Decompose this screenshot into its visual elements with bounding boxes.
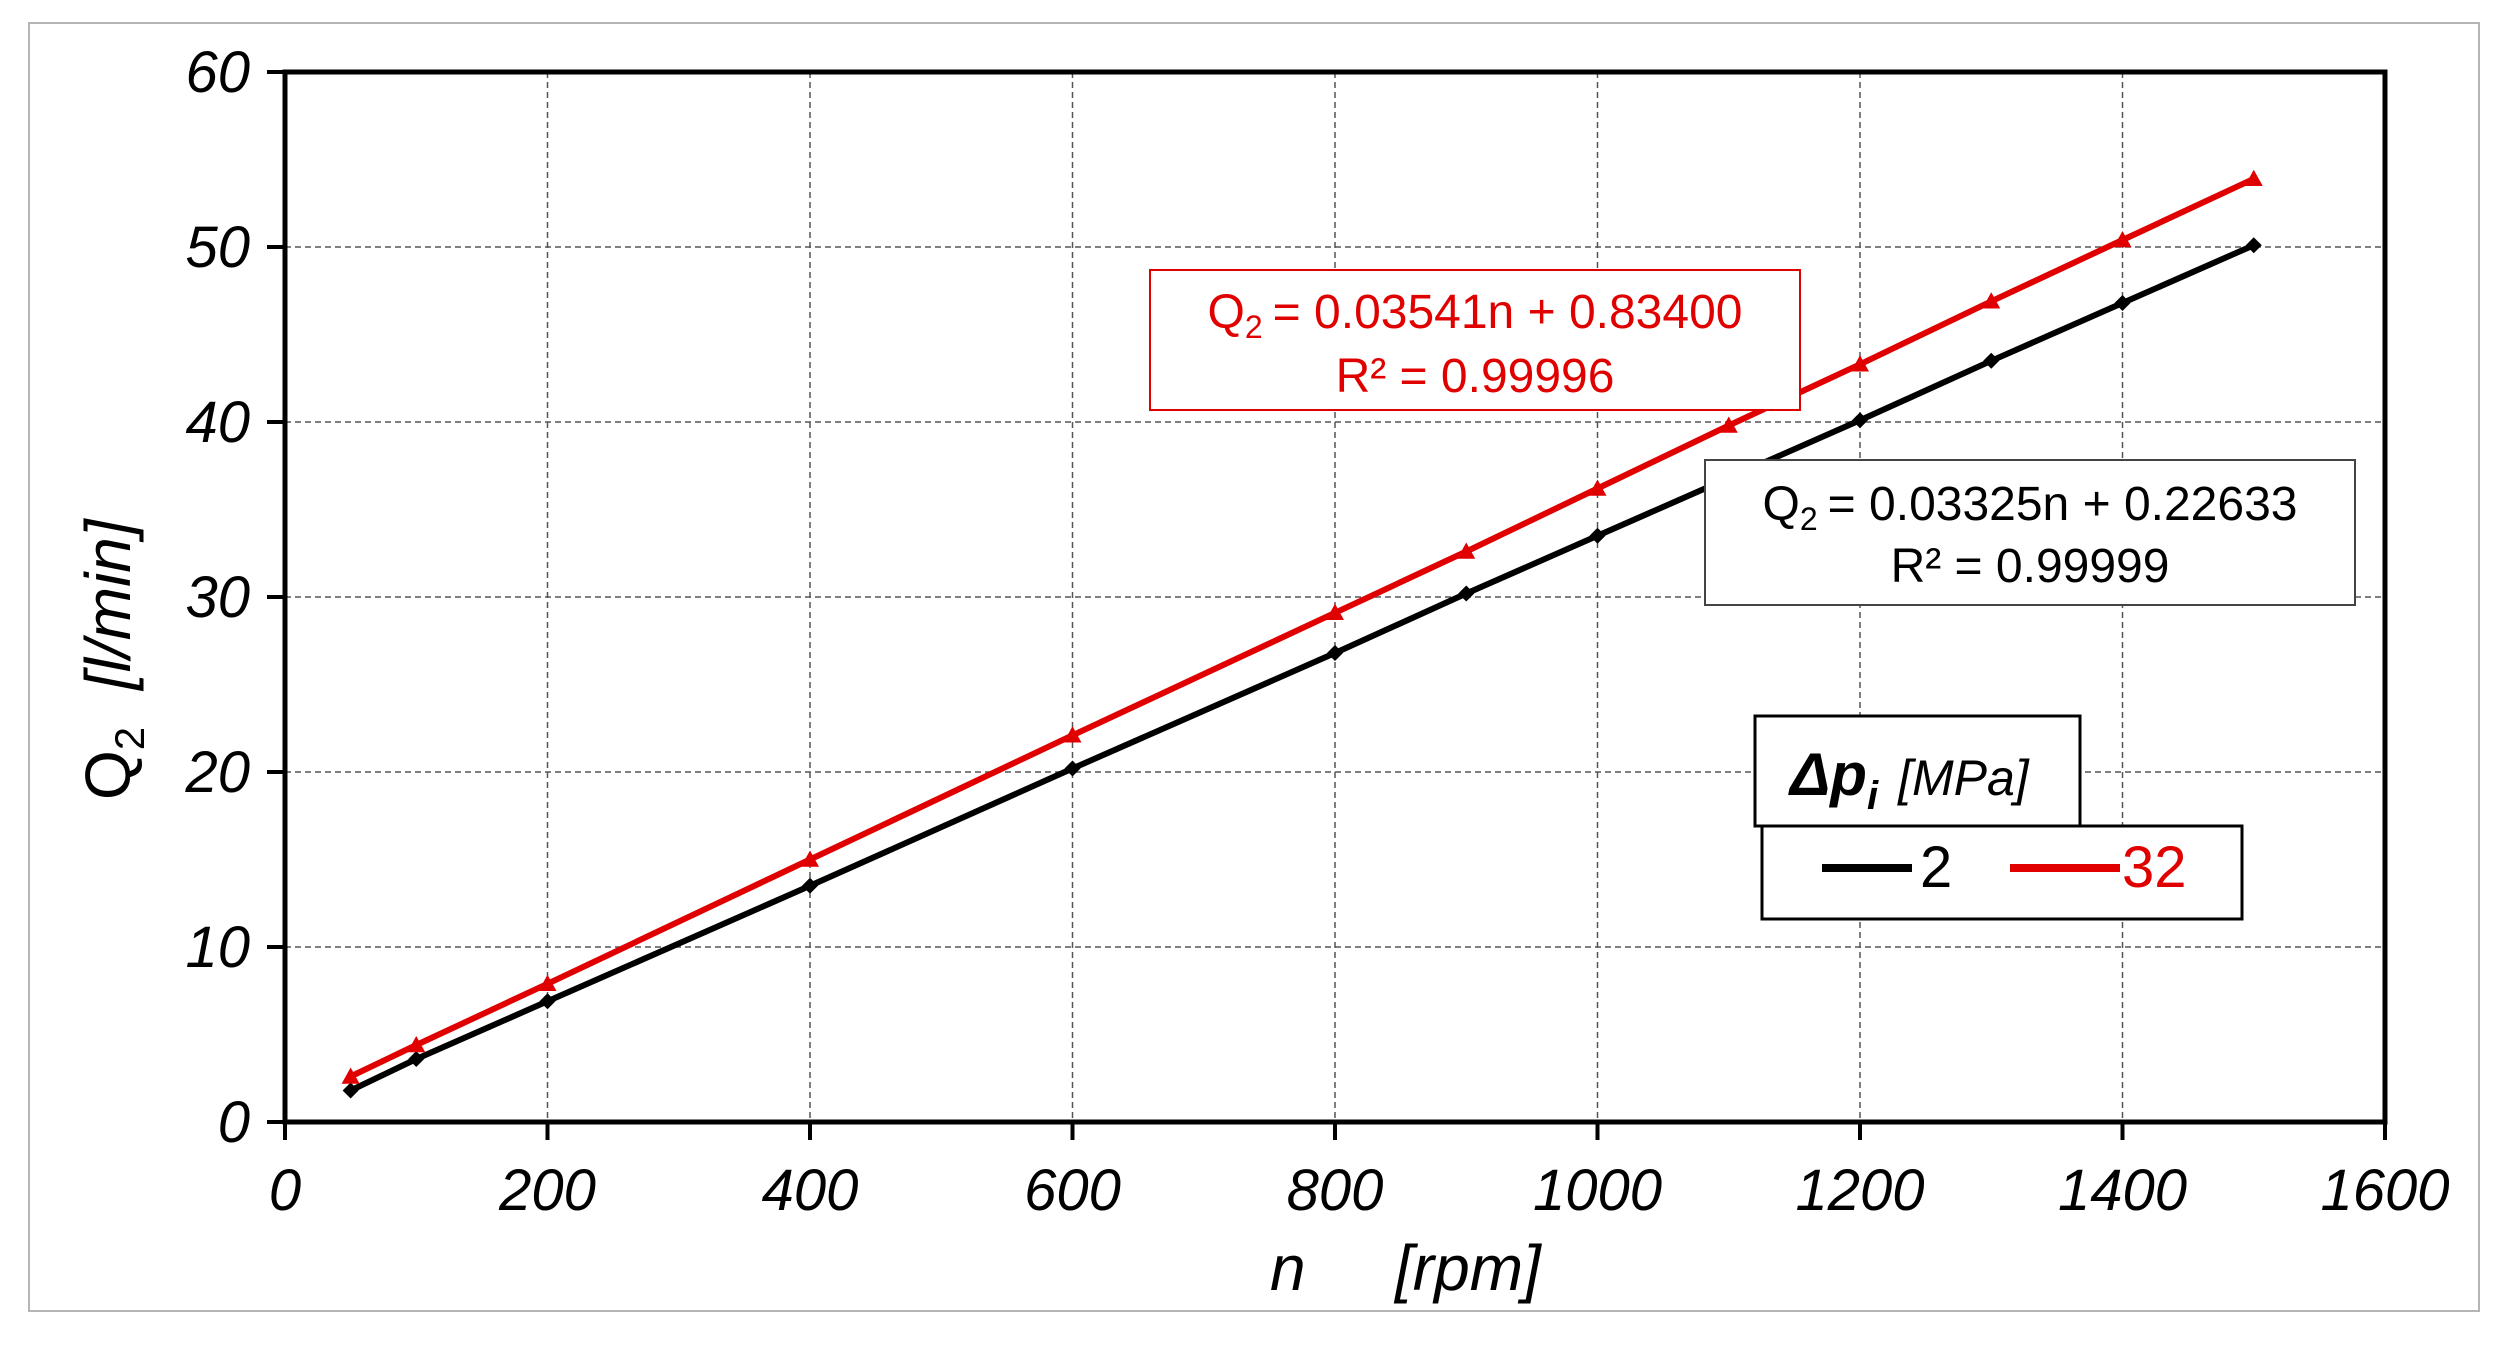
data-point-32 (1457, 542, 1476, 559)
data-point-2 (1852, 412, 1868, 429)
axis-ticks (267, 70, 2387, 1140)
y-tick-label: 20 (184, 740, 250, 805)
data-point-2 (1589, 527, 1606, 544)
y-axis-unit: [l/min] (72, 518, 144, 692)
legend: Δpi [MPa] 2 32 (1753, 714, 2244, 921)
data-point-2 (2114, 295, 2131, 311)
x-tick-labels: 0 200 400 600 800 1000 1200 1400 1600 (269, 1158, 2450, 1223)
equation-32-line1: Q2 = 0.03541n + 0.83400 (1208, 286, 1743, 345)
x-tick-label: 600 (1024, 1158, 1121, 1223)
equation-32-line2: R² = 0.99996 (1336, 350, 1615, 403)
y-tick-label: 50 (185, 215, 250, 280)
y-tick-label: 60 (185, 40, 250, 105)
data-point-32 (2244, 169, 2263, 186)
x-tick-label: 200 (498, 1158, 596, 1223)
series-points (341, 169, 2263, 1099)
data-point-2 (1458, 585, 1475, 602)
x-axis-label: n (1270, 1232, 1306, 1304)
data-point-2 (342, 1082, 359, 1099)
data-point-32 (1982, 292, 2001, 309)
equation-box-2 (1704, 459, 2356, 606)
legend-items-box (1760, 824, 2244, 921)
y-axis-label: Q2 (72, 727, 153, 800)
data-point-32 (1588, 479, 1607, 496)
x-tick-label: 1200 (1795, 1158, 1924, 1223)
y-tick-label: 10 (185, 915, 250, 980)
data-point-32 (1063, 726, 1082, 743)
x-axis-unit: [rpm] (1393, 1232, 1542, 1304)
data-point-2 (1064, 760, 1081, 777)
legend-label-2: 2 (1920, 835, 1952, 900)
data-point-32 (407, 1036, 426, 1053)
x-tick-label: 1000 (1533, 1158, 1662, 1223)
data-point-2 (802, 877, 818, 894)
equation-2-line1: Q2 = 0.03325n + 0.22633 (1763, 478, 2298, 537)
x-tick-label: 800 (1287, 1158, 1384, 1223)
data-point-32 (341, 1067, 360, 1084)
series-line-2 (349, 242, 2256, 1094)
x-tick-label: 400 (762, 1158, 859, 1223)
data-point-2 (539, 993, 556, 1010)
legend-label-32: 32 (2122, 835, 2187, 900)
data-point-32 (538, 974, 557, 991)
legend-title: Δpi [MPa] (1788, 741, 2030, 818)
x-tick-label: 1400 (2058, 1158, 2187, 1223)
data-point-2 (408, 1051, 425, 1067)
x-tick-label: 0 (269, 1158, 301, 1223)
data-point-32 (1326, 603, 1344, 620)
y-tick-labels: 0 10 20 30 40 50 60 (184, 40, 250, 1155)
data-point-32 (1851, 355, 1869, 372)
data-point-32 (1719, 416, 1738, 433)
data-point-32 (801, 850, 819, 867)
data-point-2 (2245, 237, 2262, 254)
y-axis-label-subscript: 2 (106, 727, 153, 750)
equation-2-line2: R² = 0.99999 (1891, 540, 2170, 593)
x-tick-label: 1600 (2320, 1158, 2449, 1223)
y-tick-label: 0 (218, 1090, 250, 1155)
legend-title-box (1753, 714, 2082, 828)
equation-box-32 (1149, 269, 1801, 411)
y-tick-label: 30 (185, 565, 250, 630)
data-point-2 (1983, 352, 2000, 369)
data-point-32 (2113, 231, 2132, 248)
y-tick-label: 40 (185, 390, 250, 455)
chart-frame (28, 22, 2480, 1312)
data-point-2 (1327, 645, 1343, 661)
